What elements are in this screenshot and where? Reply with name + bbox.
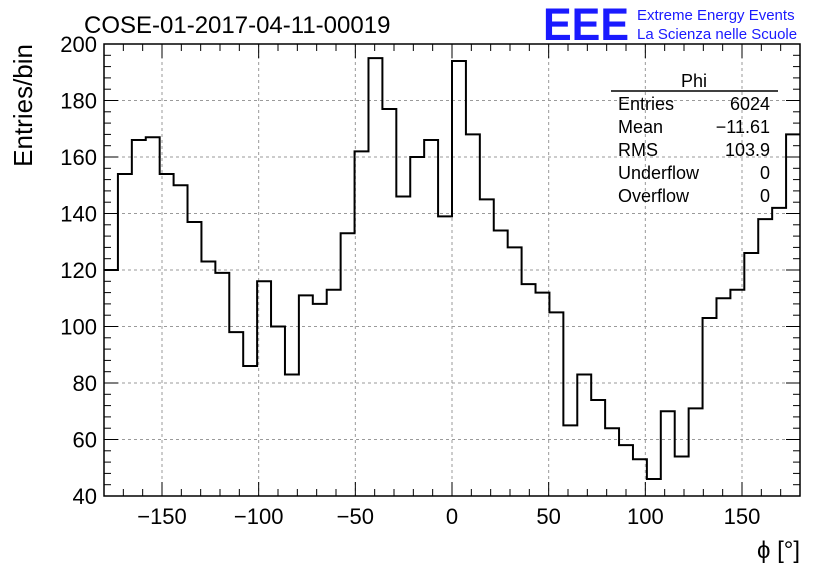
logo-line-2: La Scienza nelle Scuole [637,26,797,43]
y-tick-label: 120 [60,258,97,283]
histogram-series [104,57,800,481]
eee-logo: EEE [543,0,629,50]
stats-label-mean: Mean [618,117,663,137]
stats-label-entries: Entries [618,94,674,114]
stats-box: Phi Entries 6024 Mean −11.61 RMS 103.9 U… [611,71,778,206]
x-tick-label: 0 [446,504,458,529]
stats-label-overflow: Overflow [618,186,690,206]
y-axis-title: Entries/bin [8,44,38,167]
y-tick-label: 160 [60,145,97,170]
x-tick-label: −50 [337,504,374,529]
stats-value-mean: −11.61 [716,117,770,137]
x-tick-label: −100 [234,504,284,529]
x-axis-title: ϕ [°] [757,537,800,564]
y-tick-label: 60 [73,428,97,453]
y-tick-label: 40 [73,484,97,509]
x-tick-labels: −150 −100 −50 0 50 100 150 [137,504,760,529]
y-tick-labels: 40 60 80 100 120 140 160 180 200 [60,32,97,509]
stats-value-overflow: 0 [760,186,770,206]
x-tick-label: 50 [536,504,560,529]
logo-line-1: Extreme Energy Events [637,7,795,24]
y-tick-label: 140 [60,202,97,227]
axis-ticks [104,43,800,497]
y-tick-label: 100 [60,315,97,340]
stats-value-underflow: 0 [760,163,770,183]
x-tick-label: 100 [627,504,664,529]
stats-label-rms: RMS [618,140,658,160]
chart-title: COSE-01-2017-04-11-00019 [84,12,390,39]
stats-value-entries: 6024 [730,94,770,114]
stats-label-underflow: Underflow [618,163,700,183]
stats-title: Phi [681,71,707,91]
x-tick-label: −150 [137,504,187,529]
y-tick-label: 180 [60,89,97,114]
y-tick-label: 200 [60,32,97,57]
stats-value-rms: 103.9 [725,140,770,160]
x-tick-label: 150 [724,504,761,529]
y-tick-label: 80 [73,371,97,396]
